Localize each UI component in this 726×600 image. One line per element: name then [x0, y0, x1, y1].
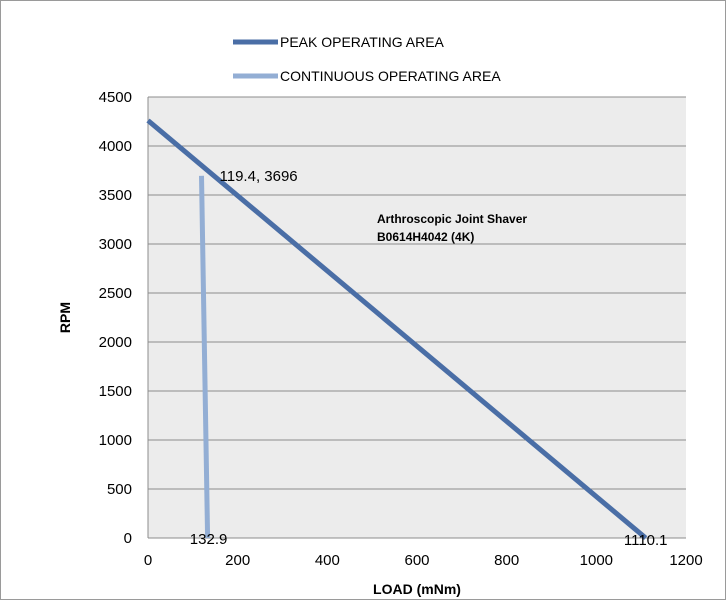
- legend-label-continuous: CONTINUOUS OPERATING AREA: [280, 68, 501, 84]
- legend-label-peak: PEAK OPERATING AREA: [280, 34, 445, 50]
- y-tick-label-500: 500: [107, 481, 132, 498]
- y-tick-label-4500: 4500: [99, 89, 132, 106]
- x-tick-label-800: 800: [494, 552, 519, 569]
- plot-area: [148, 97, 686, 538]
- x-axis-title: LOAD (mNm): [373, 581, 461, 597]
- x-tick-label-400: 400: [315, 552, 340, 569]
- y-tick-label-0: 0: [124, 530, 132, 547]
- x-tick-label-600: 600: [404, 552, 429, 569]
- y-tick-label-2500: 2500: [99, 285, 132, 302]
- chart-note-line-1: Arthroscopic Joint Shaver: [377, 212, 527, 226]
- chart-note-line-2: B0614H4042 (4K): [377, 230, 474, 244]
- x-tick-label-200: 200: [225, 552, 250, 569]
- x-tick-label-1000: 1000: [580, 552, 613, 569]
- series-line-continuous: [199, 175, 211, 539]
- y-tick-label-3500: 3500: [99, 187, 132, 204]
- y-tick-label-1500: 1500: [99, 383, 132, 400]
- data-label-continuous-top: 119.4, 3696: [220, 168, 298, 185]
- y-tick-label-2000: 2000: [99, 334, 132, 351]
- series-line-peak: [146, 118, 648, 540]
- x-tick-label-0: 0: [144, 552, 152, 569]
- x-tick-label-1200: 1200: [669, 552, 702, 569]
- y-axis-title: RPM: [57, 302, 73, 333]
- y-tick-label-3000: 3000: [99, 236, 132, 253]
- y-tick-label-1000: 1000: [99, 432, 132, 449]
- y-tick-label-4000: 4000: [99, 138, 132, 155]
- data-label-continuous-bottom: 132.9: [190, 531, 228, 548]
- data-label-peak-bottom: 1110.1: [624, 532, 668, 549]
